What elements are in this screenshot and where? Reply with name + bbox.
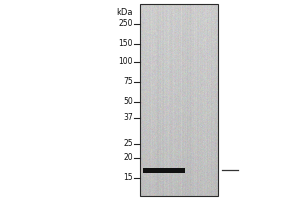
Bar bbox=[143, 168, 185, 173]
Text: 37: 37 bbox=[123, 114, 133, 122]
Text: 250: 250 bbox=[118, 20, 133, 28]
Text: 75: 75 bbox=[123, 77, 133, 86]
Text: 50: 50 bbox=[123, 98, 133, 106]
Text: 100: 100 bbox=[118, 58, 133, 66]
Bar bbox=[140, 4, 218, 196]
Text: 15: 15 bbox=[123, 173, 133, 182]
Text: kDa: kDa bbox=[116, 8, 133, 17]
Text: 150: 150 bbox=[118, 40, 133, 48]
Text: 20: 20 bbox=[123, 154, 133, 162]
Text: 25: 25 bbox=[123, 140, 133, 148]
